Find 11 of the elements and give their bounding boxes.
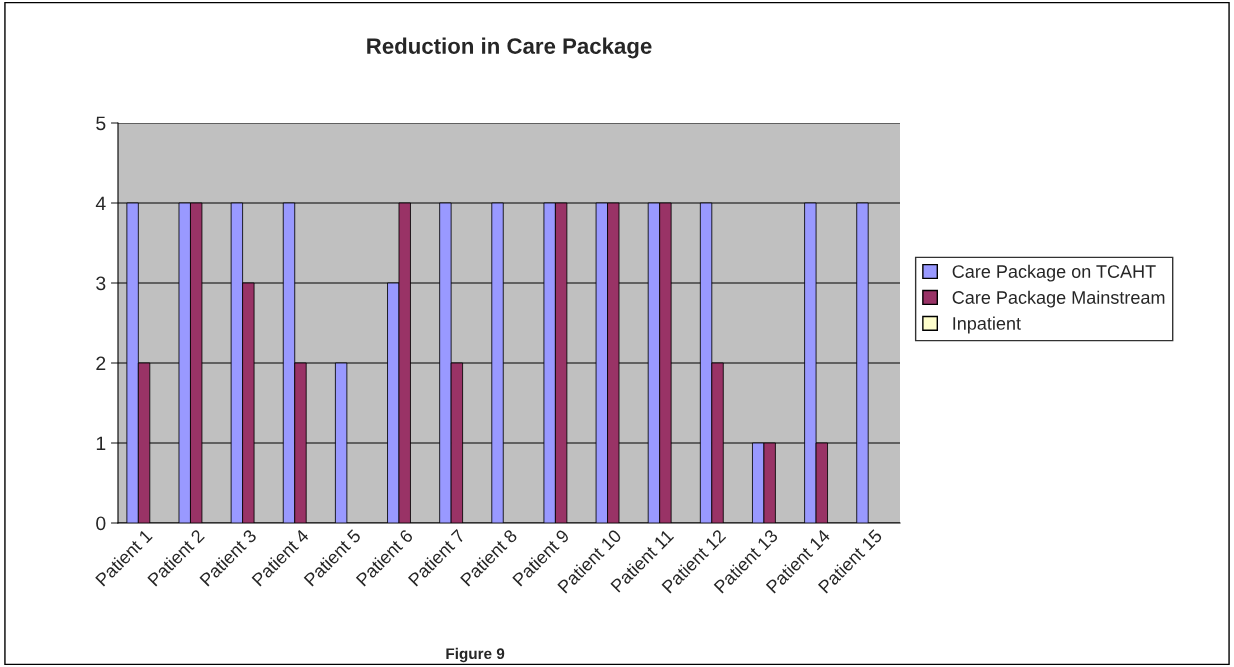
legend-label: Care Package Mainstream <box>952 290 1165 308</box>
chart-title: Reduction in Care Package <box>367 37 652 59</box>
legend-label: Inpatient <box>953 316 1021 334</box>
caption: Figure 9 <box>446 647 505 663</box>
y-tick-label: 5 <box>96 116 106 131</box>
y-tick-label: 4 <box>95 196 106 211</box>
y-tick-label: 1 <box>96 436 106 451</box>
legend-label: Care Package on TCAHT <box>952 264 1156 282</box>
y-tick-label: 3 <box>96 276 106 291</box>
y-tick-label: 0 <box>96 516 106 531</box>
y-tick-label: 2 <box>96 356 106 371</box>
